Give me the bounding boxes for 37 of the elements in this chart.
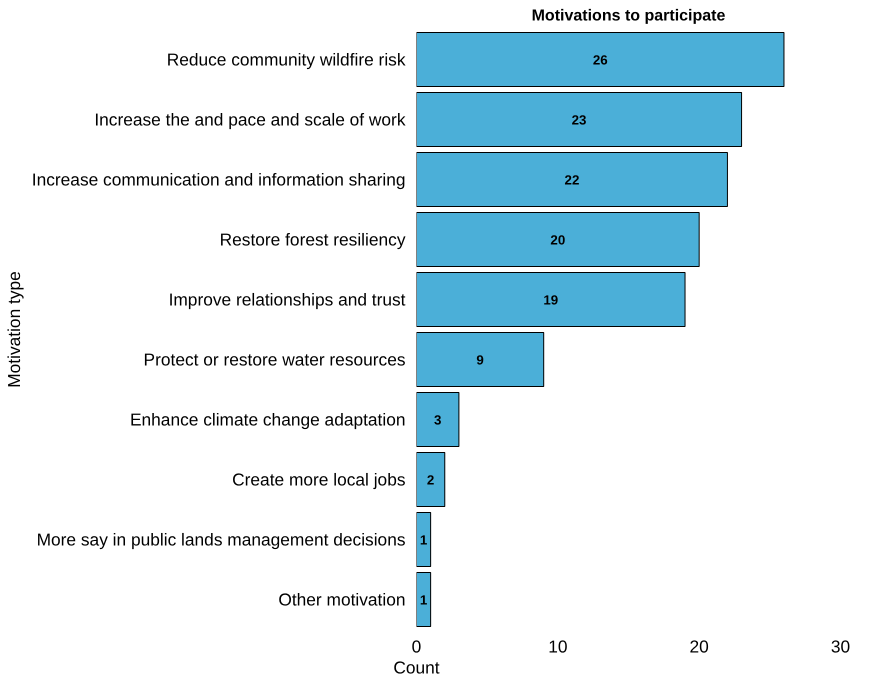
bar [416, 392, 460, 447]
bar [416, 152, 728, 207]
y-tick-label: Protect or restore water resources [144, 350, 406, 370]
bar [416, 512, 432, 567]
x-axis-title: Count [393, 658, 440, 678]
bar [416, 32, 784, 87]
data-label: 9 [476, 352, 484, 368]
y-tick-label: Restore forest resiliency [220, 230, 406, 250]
x-tick-label: 10 [548, 636, 568, 656]
y-tick-label: Improve relationships and trust [168, 290, 406, 310]
data-label: 23 [572, 112, 586, 128]
bar [416, 572, 432, 627]
data-label: 19 [543, 292, 558, 308]
data-label: 1 [420, 592, 428, 608]
bar [416, 272, 686, 327]
x-tick-label: 0 [412, 636, 422, 656]
chart-title: Motivations to participate [532, 8, 726, 24]
y-tick-label: Reduce community wildfire risk [166, 50, 406, 70]
x-tick-label: 30 [830, 636, 850, 656]
data-label: 3 [434, 412, 442, 428]
data-label: 2 [426, 472, 434, 488]
bar [416, 332, 544, 387]
y-tick-label: More say in public lands management decisions [36, 530, 406, 550]
data-label: 22 [564, 172, 580, 188]
y-tick-label: Enhance climate change adaptation [130, 410, 406, 430]
data-label: 26 [592, 52, 608, 68]
y-axis-title: Motivation type [4, 271, 24, 388]
bar [416, 212, 700, 267]
y-tick-label: Increase the and pace and scale of work [94, 110, 406, 130]
data-label: 20 [550, 232, 566, 248]
bar [416, 452, 446, 507]
y-tick-label: Increase communication and information sharing [32, 170, 406, 190]
y-tick-label: Other motivation [278, 590, 406, 610]
data-label: 1 [420, 532, 428, 548]
y-tick-label: Create more local jobs [232, 470, 406, 490]
x-tick-label: 20 [690, 636, 709, 656]
bar [416, 92, 742, 147]
